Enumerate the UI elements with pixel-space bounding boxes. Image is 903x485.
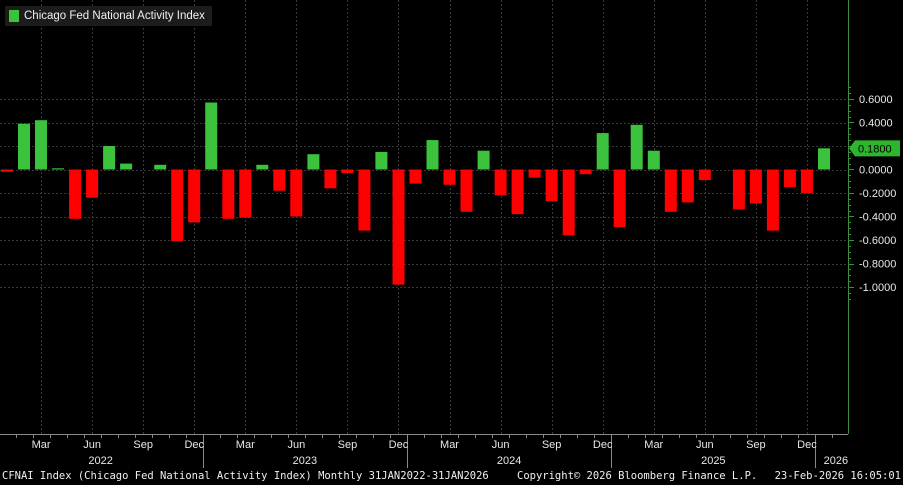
bar [800, 169, 813, 193]
y-tick-label: -0.6000 [859, 235, 896, 247]
bar [596, 133, 609, 170]
legend-swatch [9, 10, 19, 22]
bar [664, 169, 677, 212]
bar [562, 169, 575, 236]
bar [324, 169, 337, 189]
bar [477, 150, 490, 170]
bar [749, 169, 762, 204]
bar [443, 169, 456, 185]
bar [18, 123, 30, 170]
bar [120, 163, 133, 170]
bar [766, 169, 779, 231]
x-month-label: Jun [83, 439, 101, 451]
x-year-label: 2024 [497, 455, 521, 467]
y-tick-label: -0.2000 [859, 188, 896, 200]
bar [69, 169, 82, 219]
bar [426, 140, 439, 170]
bar [86, 169, 99, 198]
footer-timestamp: 23-Feb-2026 16:05:01 [774, 470, 901, 482]
x-month-label: Dec [184, 439, 204, 451]
x-month-label: Mar [644, 439, 663, 451]
gridlines [0, 0, 848, 434]
y-tick-label: 0.6000 [859, 94, 893, 106]
x-month-label: Mar [440, 439, 459, 451]
bar [239, 169, 252, 218]
x-month-label: Jun [492, 439, 510, 451]
y-tick-label: 0.0000 [859, 165, 893, 177]
bar [511, 169, 524, 215]
bar [579, 169, 592, 175]
bar [545, 169, 558, 202]
x-month-label: Dec [593, 439, 613, 451]
x-year-label: 2025 [701, 455, 725, 467]
x-month-label: Sep [746, 439, 766, 451]
bar [630, 124, 643, 170]
bar [205, 102, 218, 170]
bar [409, 169, 422, 184]
bar [35, 120, 47, 170]
x-month-label: Jun [287, 439, 305, 451]
x-month-label: Dec [389, 439, 409, 451]
x-month-label: Sep [542, 439, 562, 451]
bar [647, 150, 660, 170]
y-tick-label: -0.8000 [859, 259, 896, 271]
bar [375, 151, 388, 170]
bar [290, 169, 303, 217]
x-year-label: 2022 [88, 455, 112, 467]
bar [681, 169, 694, 203]
bar [52, 168, 65, 170]
bar [528, 169, 541, 178]
x-year-label: 2026 [824, 455, 848, 467]
bar [358, 169, 371, 231]
bar [732, 169, 745, 210]
bar [783, 169, 796, 188]
bar [222, 169, 235, 219]
legend: Chicago Fed National Activity Index [5, 6, 212, 26]
y-tick-label: 0.4000 [859, 118, 893, 130]
last-value-marker: 0.1800 [849, 140, 900, 157]
x-month-label: Sep [133, 439, 153, 451]
bar [273, 169, 286, 191]
x-month-label: Jun [696, 439, 714, 451]
legend-label: Chicago Fed National Activity Index [24, 10, 205, 22]
bar [613, 169, 626, 228]
x-month-label: Sep [338, 439, 358, 451]
x-month-label: Dec [797, 439, 817, 451]
bar-series [1, 102, 830, 285]
bar [698, 169, 711, 181]
y-tick-label: -1.0000 [859, 282, 896, 294]
bar [256, 164, 269, 170]
footer-copyright: Copyright© 2026 Bloomberg Finance L.P. [517, 470, 758, 482]
bar [818, 148, 830, 170]
bar [494, 169, 507, 196]
bar [171, 169, 184, 242]
bar [341, 169, 354, 173]
footer: CFNAI Index (Chicago Fed National Activi… [0, 469, 903, 485]
last-value-label: 0.1800 [858, 143, 892, 155]
x-month-label: Mar [236, 439, 255, 451]
bar [154, 164, 167, 170]
x-month-label: Mar [32, 439, 51, 451]
y-tick-label: -0.4000 [859, 212, 896, 224]
bar [103, 146, 116, 170]
last-value-box [849, 140, 900, 157]
bar [460, 169, 473, 212]
bar [188, 169, 201, 223]
x-axis: Mar Jun Sep Dec Mar Jun Sep Dec Mar Jun Sep Dec Mar J… [0, 434, 848, 468]
y-axis: 0.60000.40000.20000.0000-0.2000-0.4000-0… [848, 0, 896, 434]
bar [392, 169, 405, 285]
bar [307, 154, 320, 170]
x-year-label: 2023 [293, 455, 317, 467]
bar [1, 169, 13, 172]
footer-ticker: CFNAI Index (Chicago Fed National Activi… [2, 470, 489, 482]
